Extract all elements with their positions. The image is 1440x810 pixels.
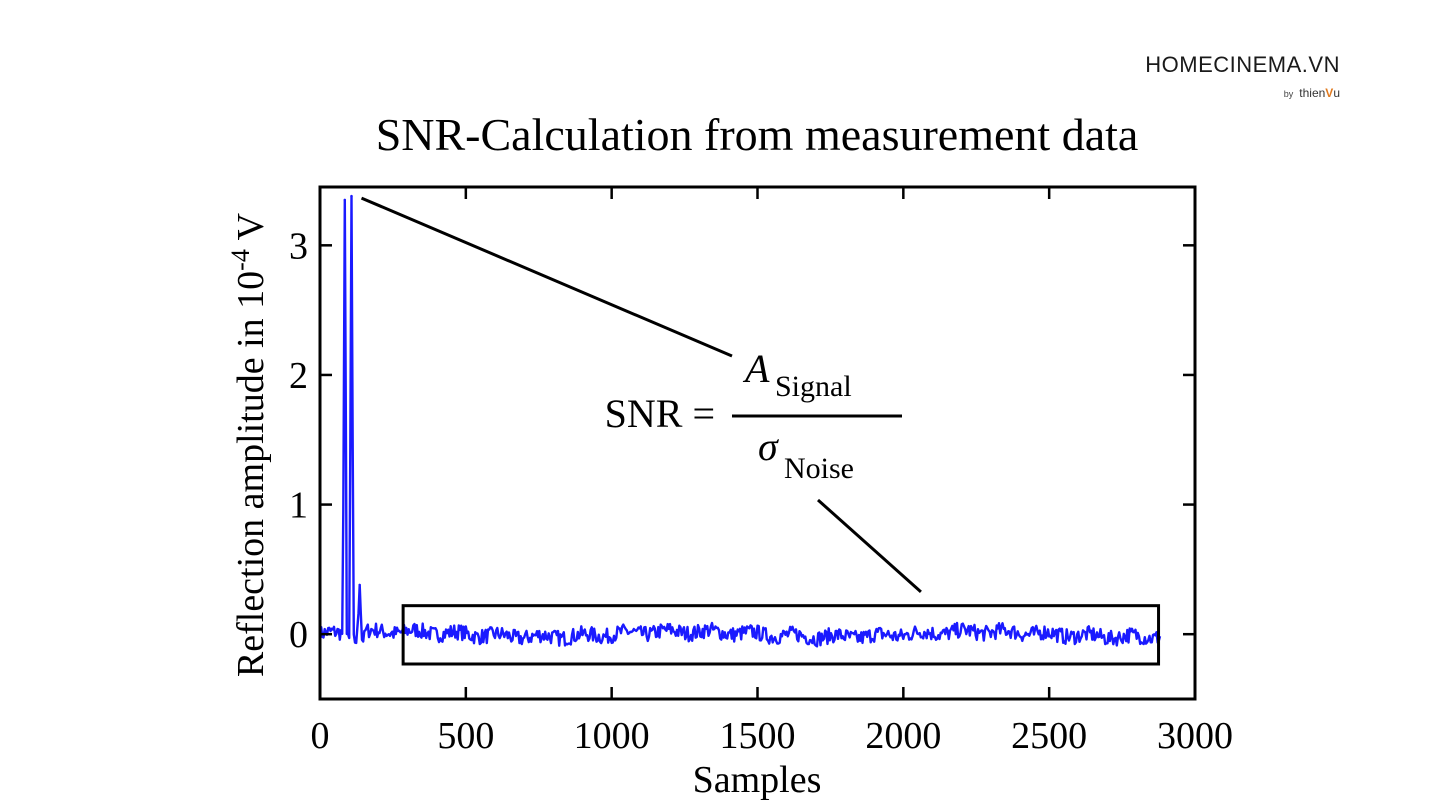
formula-denominator-symbol: σ xyxy=(758,424,779,469)
signal-pointer-line xyxy=(360,196,733,358)
brand-sub-mark: V xyxy=(1325,86,1334,100)
brand-name: HOMECINEMA.VN xyxy=(1145,52,1340,77)
peak-point-2 xyxy=(358,583,361,587)
chart-title: SNR-Calculation from measurement data xyxy=(376,109,1139,160)
series-line-reflection xyxy=(318,194,1162,648)
x-tick-label-500: 500 xyxy=(437,715,494,757)
x-tick-label-1500: 1500 xyxy=(720,715,796,757)
formula-numerator-subscript: Signal xyxy=(775,370,852,403)
plot-area xyxy=(318,194,1162,666)
noise-region-box xyxy=(401,604,1161,666)
y-axis-label-unit: V xyxy=(230,212,272,249)
y-axis-label: Reflection amplitude in 10-4 V xyxy=(226,212,272,677)
x-tick-label-3000: 3000 xyxy=(1157,715,1233,757)
peak-point-1 xyxy=(350,194,353,198)
x-axis-label: Samples xyxy=(693,759,822,801)
y-tick-label-1: 1 xyxy=(289,485,308,527)
x-tick-label-1000: 1000 xyxy=(574,715,650,757)
y-tick-label-2: 2 xyxy=(289,355,308,397)
formula-denominator-subscript: Noise xyxy=(784,452,854,485)
brand-logo: HOMECINEMA.VN by thienVu xyxy=(1145,52,1340,100)
y-tick-label-0: 0 xyxy=(289,614,308,656)
y-axis-label-text: Reflection amplitude in 10 xyxy=(230,271,272,677)
x-tick-label-2000: 2000 xyxy=(865,715,941,757)
axes: 0 500 1000 1500 2000 2500 3000 0 1 2 3 xyxy=(289,185,1233,757)
y-tick-label-3: 3 xyxy=(289,225,308,267)
noise-pointer-line xyxy=(817,498,922,594)
brand-by: by xyxy=(1283,89,1294,99)
snr-formula: SNR = A Signal σ Noise xyxy=(605,346,902,485)
x-tick-label-0: 0 xyxy=(311,715,330,757)
formula-numerator-symbol: A xyxy=(742,346,770,391)
formula-lhs: SNR = xyxy=(605,391,715,436)
x-tick-label-2500: 2500 xyxy=(1011,715,1087,757)
peak-point-0 xyxy=(343,198,346,202)
brand-sub-suffix: u xyxy=(1333,86,1340,100)
brand-byline: by thienVu xyxy=(1145,86,1340,100)
y-axis-label-exponent: -4 xyxy=(226,249,255,271)
brand-sub-prefix: thien xyxy=(1299,86,1326,100)
